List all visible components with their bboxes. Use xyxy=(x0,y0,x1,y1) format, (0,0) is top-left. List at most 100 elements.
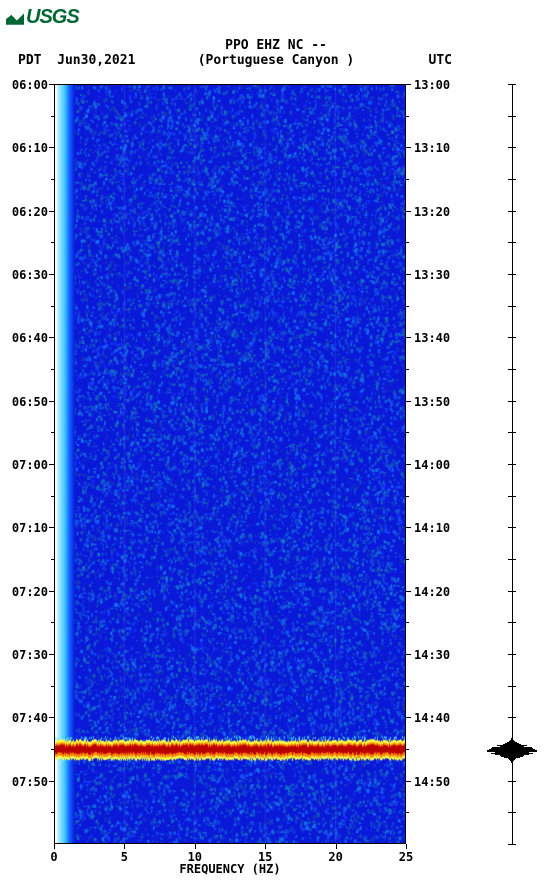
y-tick-left xyxy=(49,717,54,718)
y-minor-tick xyxy=(51,306,54,307)
y-tick-right xyxy=(406,654,411,655)
sidetrack-tick xyxy=(508,211,516,212)
sidetrack-tick xyxy=(508,179,516,180)
y-label-right: 14:40 xyxy=(414,711,450,725)
sidetrack-tick xyxy=(508,306,516,307)
y-tick-left xyxy=(49,464,54,465)
y-tick-left xyxy=(49,401,54,402)
y-minor-tick xyxy=(406,369,409,370)
y-tick-left xyxy=(49,274,54,275)
y-label-right: 14:00 xyxy=(414,458,450,472)
y-label-right: 14:20 xyxy=(414,585,450,599)
y-tick-right xyxy=(406,84,411,85)
sidetrack-tick xyxy=(508,496,516,497)
y-minor-tick xyxy=(406,686,409,687)
y-label-right: 13:10 xyxy=(414,141,450,155)
y-minor-tick xyxy=(51,369,54,370)
sidetrack-tick xyxy=(508,464,516,465)
y-minor-tick xyxy=(51,812,54,813)
header-station-channel: PPO EHZ NC -- xyxy=(0,38,552,53)
y-label-left: 07:00 xyxy=(0,458,48,472)
utc-label: UTC xyxy=(429,53,452,68)
y-minor-tick xyxy=(51,432,54,433)
y-tick-right xyxy=(406,211,411,212)
y-tick-right xyxy=(406,781,411,782)
y-tick-left xyxy=(49,781,54,782)
sidetrack-tick xyxy=(508,84,516,85)
y-tick-right xyxy=(406,147,411,148)
y-minor-tick xyxy=(406,432,409,433)
x-tick xyxy=(406,844,407,849)
sidetrack-tick xyxy=(508,401,516,402)
y-minor-tick xyxy=(51,749,54,750)
x-tick xyxy=(195,844,196,849)
y-tick-right xyxy=(406,401,411,402)
y-label-right: 13:40 xyxy=(414,331,450,345)
sidetrack-tick xyxy=(508,717,516,718)
y-tick-right xyxy=(406,527,411,528)
y-tick-left xyxy=(49,337,54,338)
y-tick-right xyxy=(406,464,411,465)
y-tick-left xyxy=(49,654,54,655)
y-label-left: 06:50 xyxy=(0,395,48,409)
logo-text: USGS xyxy=(26,6,79,28)
y-label-left: 06:30 xyxy=(0,268,48,282)
logo-wave-icon xyxy=(6,11,24,25)
y-minor-tick xyxy=(51,496,54,497)
x-tick xyxy=(54,844,55,849)
sidetrack-tick xyxy=(508,686,516,687)
y-minor-tick xyxy=(51,559,54,560)
sidetrack-tick xyxy=(508,337,516,338)
y-minor-tick xyxy=(406,559,409,560)
sidetrack-tick xyxy=(508,622,516,623)
usgs-logo: USGS xyxy=(6,6,79,29)
y-minor-tick xyxy=(406,179,409,180)
y-tick-right xyxy=(406,591,411,592)
y-minor-tick xyxy=(406,116,409,117)
y-label-left: 06:10 xyxy=(0,141,48,155)
y-label-left: 06:20 xyxy=(0,205,48,219)
y-label-right: 13:00 xyxy=(414,78,450,92)
y-tick-right xyxy=(406,337,411,338)
y-minor-tick xyxy=(406,812,409,813)
y-minor-tick xyxy=(406,242,409,243)
y-tick-left xyxy=(49,147,54,148)
plot-header: PPO EHZ NC -- PDT Jun30,2021 (Portuguese… xyxy=(0,38,552,71)
sidetrack-tick xyxy=(508,812,516,813)
y-minor-tick xyxy=(51,179,54,180)
y-label-left: 06:00 xyxy=(0,78,48,92)
y-label-left: 07:20 xyxy=(0,585,48,599)
y-minor-tick xyxy=(51,686,54,687)
sidetrack-tick xyxy=(508,116,516,117)
sidetrack-tick xyxy=(508,369,516,370)
y-label-right: 13:50 xyxy=(414,395,450,409)
y-label-left: 07:10 xyxy=(0,521,48,535)
waveform-sidetrack xyxy=(480,84,544,844)
y-label-right: 13:30 xyxy=(414,268,450,282)
sidetrack-tick xyxy=(508,274,516,275)
header-station-name: (Portuguese Canyon ) xyxy=(0,53,552,68)
waveform-trace xyxy=(511,762,513,763)
y-label-right: 14:30 xyxy=(414,648,450,662)
x-tick xyxy=(124,844,125,849)
y-minor-tick xyxy=(406,622,409,623)
y-tick-left xyxy=(49,84,54,85)
y-label-right: 14:10 xyxy=(414,521,450,535)
sidetrack-tick xyxy=(508,654,516,655)
sidetrack-tick xyxy=(508,591,516,592)
x-axis-title: FREQUENCY (HZ) xyxy=(54,862,406,876)
y-tick-right xyxy=(406,717,411,718)
x-tick xyxy=(265,844,266,849)
y-minor-tick xyxy=(406,306,409,307)
y-label-right: 13:20 xyxy=(414,205,450,219)
sidetrack-tick xyxy=(508,559,516,560)
sidetrack-tick xyxy=(508,432,516,433)
x-tick xyxy=(336,844,337,849)
y-tick-right xyxy=(406,274,411,275)
y-label-right: 14:50 xyxy=(414,775,450,789)
y-label-left: 07:30 xyxy=(0,648,48,662)
sidetrack-tick xyxy=(508,781,516,782)
y-tick-left xyxy=(49,527,54,528)
spectrogram-canvas xyxy=(54,84,406,844)
sidetrack-tick xyxy=(508,844,516,845)
